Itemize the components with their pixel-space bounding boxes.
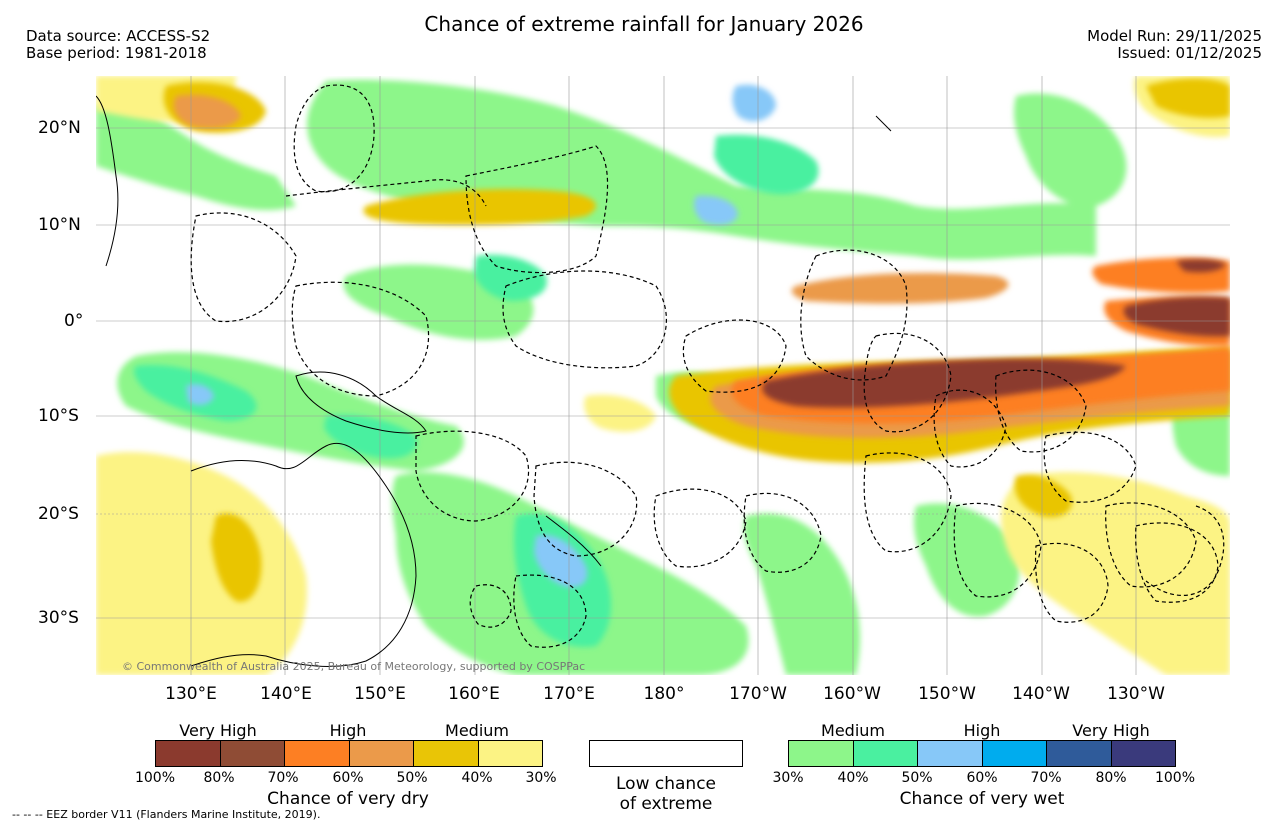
wet-swatch-4 [1046, 740, 1112, 767]
data-source-label: Data source: ACCESS-S2 [26, 27, 211, 45]
lon-label-160e: 160°E [448, 684, 500, 704]
dry-tick-100: 100% [134, 770, 176, 786]
wet-tick-50: 50% [901, 770, 933, 786]
wet-very-high-label: Very High [1072, 721, 1150, 740]
base-period-label: Base period: 1981-2018 [26, 44, 207, 62]
low-chance-label-line2: of extreme [619, 794, 713, 814]
lon-label-130e: 130°E [165, 684, 217, 704]
lon-label-150w: 150°W [918, 684, 976, 704]
wet-swatch-2 [917, 740, 983, 767]
dry-high-label: High [329, 721, 367, 740]
dry-swatch-0 [155, 740, 221, 767]
rainfall-map: © Commonwealth of Australia 2025, Bureau… [96, 76, 1230, 675]
dry-swatch-2 [284, 740, 350, 767]
dry-tick-70: 70% [267, 770, 299, 786]
wet-swatch-0 [788, 740, 854, 767]
dry-swatch-1 [219, 740, 285, 767]
dry-tick-50: 50% [396, 770, 428, 786]
dry-tick-40: 40% [461, 770, 493, 786]
lat-label-20s: 20°S [38, 504, 79, 524]
wet-tick-30: 30% [772, 770, 804, 786]
lon-label-150e: 150°E [354, 684, 406, 704]
dry-tick-60: 60% [332, 770, 364, 786]
lon-label-170e: 170°E [543, 684, 595, 704]
dry-legend-title: Chance of very dry [267, 789, 429, 809]
wet-swatch-3 [981, 740, 1047, 767]
dry-swatch-5 [477, 740, 543, 767]
wet-very-high-regions [186, 84, 776, 588]
graticule [96, 76, 1230, 675]
copyright-text: © Commonwealth of Australia 2025, Bureau… [122, 660, 585, 673]
coastlines [96, 95, 892, 667]
wet-swatch-1 [852, 740, 918, 767]
new-guinea-coast [295, 371, 427, 434]
wet-tick-70: 70% [1030, 770, 1062, 786]
dry-tick-80: 80% [203, 770, 235, 786]
low-chance-swatch [589, 740, 743, 767]
eez-borders [190, 84, 1225, 648]
model-run-label: Model Run: 29/11/2025 [1087, 27, 1262, 45]
lat-label-0: 0° [64, 311, 84, 331]
lon-label-170w: 170°W [729, 684, 787, 704]
dry-tick-30: 30% [525, 770, 557, 786]
lat-label-30s: 30°S [38, 608, 79, 628]
lat-label-20n: 20°N [38, 118, 81, 138]
wet-tick-80: 80% [1095, 770, 1127, 786]
low-chance-label-line1: Low chance [616, 774, 716, 794]
lon-label-130w: 130°W [1107, 684, 1165, 704]
wet-tick-100: 100% [1154, 770, 1196, 786]
page-title: Chance of extreme rainfall for January 2… [424, 12, 864, 36]
eez-note: -- -- -- EEZ border V11 (Flanders Marine… [12, 808, 321, 821]
dry-very-high-label: Very High [179, 721, 257, 740]
new-caledonia-coast [545, 515, 602, 567]
wet-tick-60: 60% [966, 770, 998, 786]
philippines-coast [96, 95, 119, 267]
dry-medium-label: Medium [445, 721, 509, 740]
wet-tick-40: 40% [837, 770, 869, 786]
lon-label-180: 180° [643, 684, 685, 704]
wet-legend-title: Chance of very wet [899, 789, 1065, 809]
wet-swatch-5 [1110, 740, 1176, 767]
lon-label-140w: 140°W [1012, 684, 1070, 704]
hawaii-coast [875, 115, 892, 132]
issued-label: Issued: 01/12/2025 [1117, 44, 1262, 62]
lon-label-160w: 160°W [823, 684, 881, 704]
wet-high-label: High [963, 721, 1001, 740]
lon-label-140e: 140°E [260, 684, 312, 704]
lat-label-10n: 10°N [38, 215, 81, 235]
dry-swatch-4 [413, 740, 479, 767]
australia-coast [190, 442, 417, 667]
wet-medium-label: Medium [821, 721, 885, 740]
dry-swatch-3 [348, 740, 414, 767]
lat-label-10s: 10°S [38, 406, 79, 426]
